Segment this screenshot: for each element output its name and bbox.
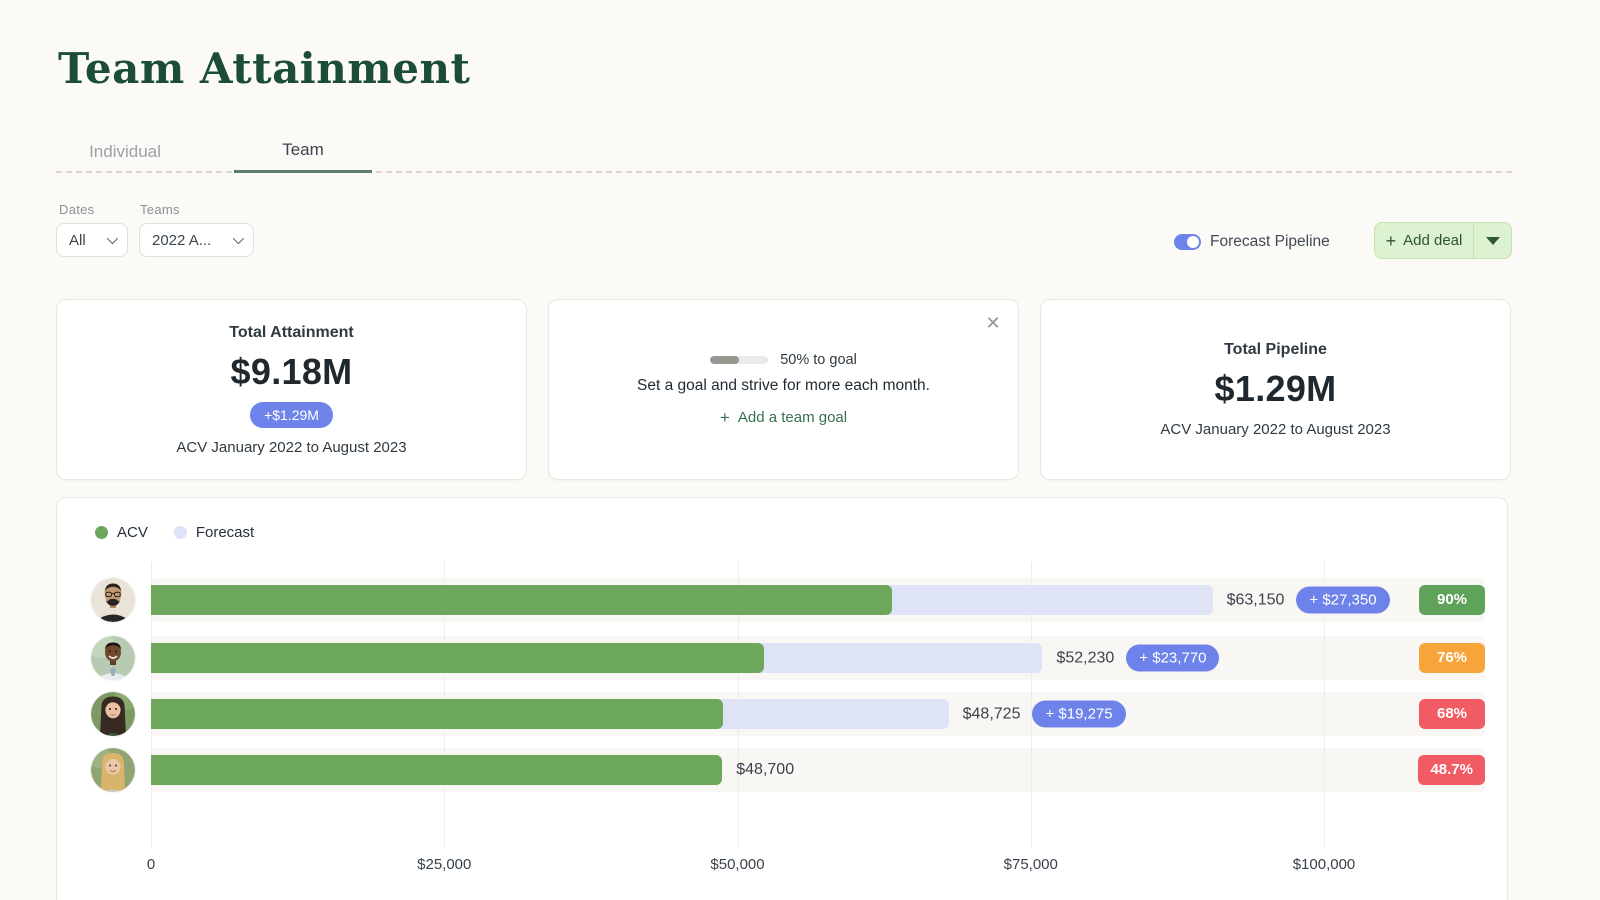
attainment-badge: 76% <box>1419 643 1485 673</box>
attainment-badge: 48.7% <box>1418 755 1485 785</box>
attainment-badge: 90% <box>1419 585 1485 615</box>
person-avatar <box>91 578 135 622</box>
x-axis-tick-label: $100,000 <box>1292 856 1356 873</box>
total-pipeline-card: Total Pipeline $1.29M ACV January 2022 t… <box>1040 299 1511 480</box>
teams-select[interactable]: 2022 A... <box>139 223 254 257</box>
acv-legend-label: ACV <box>117 524 148 541</box>
dates-select-value: All <box>69 231 86 249</box>
add-deal-dropdown-button[interactable] <box>1474 223 1511 258</box>
acv-bar[interactable] <box>151 585 892 615</box>
row-track: $48,700 48.7% <box>151 748 1485 792</box>
forecast-amount-pill: + $27,350 <box>1296 586 1390 614</box>
add-deal-button[interactable]: + Add deal <box>1375 223 1474 258</box>
person-avatar-photo <box>91 578 135 622</box>
chart-row: $52,230 + $23,770 76% <box>151 636 1485 680</box>
acv-value-label: $48,700 <box>736 761 795 778</box>
x-axis-tick-label: $75,000 <box>1003 856 1058 873</box>
x-axis-tick-label: $25,000 <box>417 856 472 873</box>
goal-message: Set a goal and strive for more each mont… <box>637 376 930 394</box>
forecast-amount-pill: + $23,770 <box>1126 644 1220 672</box>
pipeline-card-title: Total Pipeline <box>1224 341 1327 358</box>
forecast-legend-label: Forecast <box>195 524 255 541</box>
legend-item-acv: ACV <box>95 524 148 541</box>
row-labels: $52,230 + $23,770 <box>1056 644 1220 672</box>
attainment-delta-badge: +$1.29M <box>250 401 333 428</box>
row-labels: $48,725 + $19,275 <box>962 700 1126 728</box>
person-avatar <box>91 636 135 680</box>
teams-filter-label: Teams <box>140 202 180 217</box>
acv-value-label: $52,230 <box>1056 649 1115 666</box>
x-axis-tick-label: 0 <box>146 856 156 873</box>
teams-select-value: 2022 A... <box>152 231 212 249</box>
chart-row: $48,725 + $19,275 68% <box>151 692 1485 736</box>
chart-row: $63,150 + $27,350 90% <box>151 578 1485 622</box>
forecast-pipeline-toggle[interactable] <box>1174 234 1201 250</box>
plot-region: $63,150 + $27,350 90% $52,230 + $23,770 … <box>151 562 1485 848</box>
add-deal-label: Add deal <box>1403 232 1463 249</box>
tab-individual[interactable]: Individual <box>89 141 161 161</box>
dates-select[interactable]: All <box>56 223 128 257</box>
chart-row: $48,700 48.7% <box>151 748 1485 792</box>
add-team-goal-button[interactable]: + Add a team goal <box>720 408 847 428</box>
forecast-legend-dot <box>173 526 187 539</box>
forecast-amount-pill: + $19,275 <box>1032 700 1126 728</box>
person-avatar-photo <box>91 692 135 736</box>
legend-item-forecast: Forecast <box>173 524 255 541</box>
person-avatar <box>91 692 135 736</box>
attainment-card-subtitle: ACV January 2022 to August 2023 <box>176 438 407 456</box>
row-track: $48,725 + $19,275 68% <box>151 692 1485 736</box>
chart-legend: ACV Forecast <box>95 524 254 541</box>
tab-bar: Individual Team <box>56 130 1512 173</box>
page-title: Team Attainment <box>58 44 471 93</box>
attainment-chart-card: ACV Forecast $63,150 + $27,350 90% $52,2… <box>56 497 1508 900</box>
tab-team[interactable]: Team <box>234 130 372 173</box>
team-goal-card: ✕ 50% to goal Set a goal and strive for … <box>548 299 1019 480</box>
acv-bar[interactable] <box>151 643 764 673</box>
acv-value-label: $48,725 <box>962 705 1021 722</box>
person-avatar <box>91 748 135 792</box>
add-deal-split-button: + Add deal <box>1374 222 1512 259</box>
acv-bar[interactable] <box>151 755 723 785</box>
pipeline-card-subtitle: ACV January 2022 to August 2023 <box>1160 421 1391 438</box>
acv-legend-dot <box>95 526 108 539</box>
goal-progress-row: 50% to goal <box>710 352 857 368</box>
plus-icon: + <box>719 407 730 427</box>
forecast-pipeline-label: Forecast Pipeline <box>1210 233 1330 250</box>
acv-bar[interactable] <box>151 699 723 729</box>
pipeline-card-value: $1.29M <box>1214 368 1337 409</box>
goal-progress-fill <box>710 355 740 364</box>
total-attainment-card: Total Attainment $9.18M +$1.29M ACV Janu… <box>56 299 527 480</box>
x-axis-labels: 0 $25,000 $50,000 $75,000 $100,000 <box>147 856 1485 876</box>
dates-filter-label: Dates <box>59 202 95 217</box>
attainment-card-title: Total Attainment <box>229 323 354 341</box>
row-labels: $63,150 + $27,350 <box>1226 586 1390 614</box>
dropdown-arrow-icon <box>1485 236 1500 245</box>
add-team-goal-label: Add a team goal <box>737 409 848 426</box>
plus-icon: + <box>1385 230 1397 251</box>
attainment-badge: 68% <box>1419 699 1485 729</box>
attainment-card-value: $9.18M <box>230 350 353 392</box>
acv-value-label: $63,150 <box>1226 591 1285 608</box>
goal-progress-bar <box>710 355 769 364</box>
chevron-down-icon <box>232 232 245 245</box>
x-axis-tick-label: $50,000 <box>710 856 765 873</box>
chevron-down-icon <box>106 232 119 245</box>
toggle-knob <box>1187 236 1199 248</box>
person-avatar-photo <box>91 636 135 680</box>
person-avatar-photo <box>91 748 135 792</box>
row-track: $63,150 + $27,350 90% <box>151 578 1485 622</box>
close-icon[interactable]: ✕ <box>985 312 1001 333</box>
goal-progress-label: 50% to goal <box>780 351 857 368</box>
row-track: $52,230 + $23,770 76% <box>151 636 1485 680</box>
row-labels: $48,700 <box>736 761 794 779</box>
